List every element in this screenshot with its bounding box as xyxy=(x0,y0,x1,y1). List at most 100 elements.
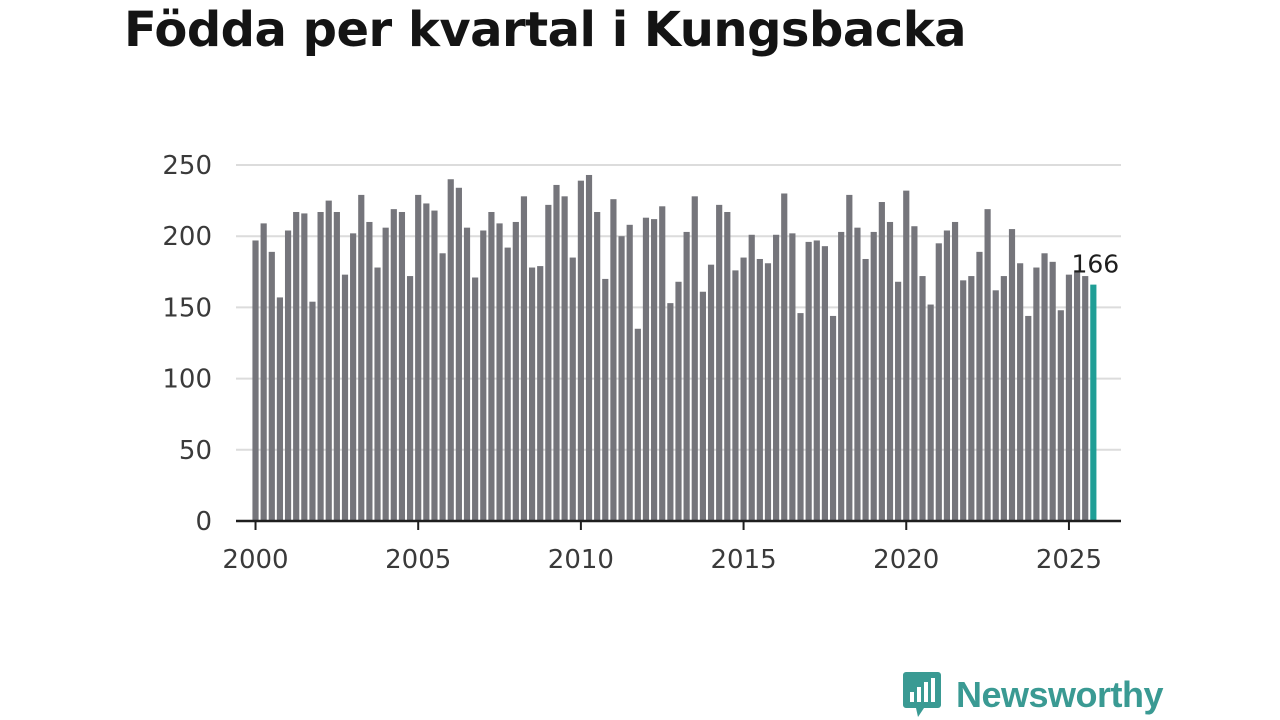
bar xyxy=(602,278,609,521)
bar xyxy=(301,213,308,522)
bar xyxy=(488,211,495,522)
bar xyxy=(512,221,519,521)
x-tick-label-2010: 2010 xyxy=(548,545,614,575)
bar xyxy=(691,196,698,521)
brand-name: Newsworthy xyxy=(956,674,1164,715)
x-tick-label-2005: 2005 xyxy=(385,545,451,575)
y-tick-label-250: 250 xyxy=(162,151,212,181)
bar xyxy=(634,328,641,521)
bar xyxy=(553,184,560,521)
bar xyxy=(748,234,755,521)
bar xyxy=(447,179,454,522)
bar xyxy=(1049,261,1056,521)
y-tick-label-200: 200 xyxy=(162,222,212,252)
bar xyxy=(773,234,780,521)
bar xyxy=(732,270,739,521)
bar xyxy=(846,194,853,521)
bar xyxy=(1065,274,1073,521)
bar xyxy=(398,211,406,522)
highlight-value-label: 166 xyxy=(1071,250,1119,279)
bar xyxy=(805,241,812,521)
bar xyxy=(455,187,462,521)
bar xyxy=(626,224,633,521)
bar xyxy=(618,236,625,521)
y-tick-label-100: 100 xyxy=(162,365,212,395)
bar xyxy=(1008,229,1016,521)
bar-highlight xyxy=(1090,284,1097,521)
x-tick-label-2020: 2020 xyxy=(873,545,939,575)
x-tick-label-2025: 2025 xyxy=(1036,545,1102,575)
bar xyxy=(781,193,788,522)
y-tick-label-50: 50 xyxy=(179,436,212,466)
bar xyxy=(862,258,869,521)
bar xyxy=(960,280,967,521)
bar xyxy=(545,204,552,521)
bar xyxy=(829,315,837,521)
bar xyxy=(293,211,300,522)
bar xyxy=(504,247,511,521)
bar xyxy=(463,227,471,521)
bar xyxy=(577,180,584,521)
bar xyxy=(1025,315,1032,521)
bar xyxy=(651,219,658,522)
bar xyxy=(1073,270,1081,521)
bar xyxy=(317,211,324,522)
bar xyxy=(431,210,438,521)
bar xyxy=(838,231,845,521)
bar xyxy=(740,257,747,521)
bar xyxy=(911,226,918,522)
bar xyxy=(764,263,772,521)
bar xyxy=(1000,276,1007,521)
bar xyxy=(1057,310,1064,521)
bar xyxy=(919,276,926,521)
axes xyxy=(236,519,1121,530)
bar xyxy=(976,251,983,522)
bar xyxy=(968,276,975,521)
bar xyxy=(472,277,479,521)
bar xyxy=(366,221,373,521)
bar xyxy=(585,174,593,521)
bar xyxy=(406,276,414,521)
bar xyxy=(252,240,259,521)
bar xyxy=(382,227,389,521)
bar xyxy=(569,257,576,521)
page-title: Födda per kvartal i Kungsbacka xyxy=(124,2,967,58)
bar xyxy=(260,223,267,521)
bar xyxy=(789,233,796,521)
x-tick-label-2015: 2015 xyxy=(710,545,776,575)
bar xyxy=(333,211,340,522)
bar xyxy=(423,203,430,521)
bars xyxy=(252,174,1097,522)
bar xyxy=(951,221,959,521)
bar xyxy=(276,297,284,521)
bar xyxy=(813,240,820,521)
bar xyxy=(935,243,942,521)
bar xyxy=(854,227,861,521)
bar xyxy=(943,230,951,521)
bar xyxy=(350,233,357,521)
bar xyxy=(797,313,804,521)
bar xyxy=(496,223,503,521)
bar xyxy=(724,211,731,522)
bar xyxy=(1017,263,1024,521)
bar xyxy=(642,217,650,521)
y-tick-label-150: 150 xyxy=(162,293,212,323)
bar xyxy=(1033,267,1040,521)
bar xyxy=(1082,276,1089,521)
bar xyxy=(610,199,617,521)
bar xyxy=(878,202,885,521)
bar xyxy=(886,221,894,521)
bar xyxy=(537,266,544,521)
bar xyxy=(683,231,690,521)
bar xyxy=(520,196,528,521)
bar xyxy=(415,194,422,521)
bar xyxy=(707,264,715,521)
bar xyxy=(480,230,487,521)
bar xyxy=(284,230,292,521)
bar xyxy=(1041,253,1048,522)
newsworthy-bar-chart-icon xyxy=(903,672,941,717)
bar xyxy=(699,291,706,521)
bar xyxy=(821,246,828,522)
bar xyxy=(374,267,381,521)
